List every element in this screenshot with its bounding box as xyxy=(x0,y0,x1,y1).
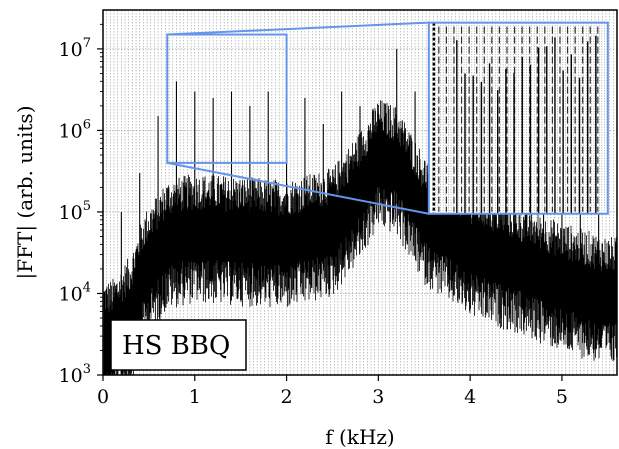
plot-frame xyxy=(102,9,618,376)
inset-content xyxy=(432,22,608,214)
y-tick-label: 106 xyxy=(59,117,91,142)
inset-frame xyxy=(427,21,609,215)
y-tick-label: 105 xyxy=(59,199,91,224)
x-tick-label: 4 xyxy=(464,386,476,408)
x-tick-label: 0 xyxy=(97,386,109,408)
annotation-badge: HS BBQ xyxy=(110,319,247,371)
inset-source-rect xyxy=(166,33,288,164)
inset-connector-bottom xyxy=(167,161,430,215)
annotation-text: HS BBQ xyxy=(122,331,230,361)
x-tick-label: 5 xyxy=(556,386,568,408)
inset-connector-top xyxy=(167,21,429,36)
x-axis-label: f (kHz) xyxy=(325,425,394,449)
y-tick-label: 104 xyxy=(59,280,91,305)
y-axis-label: |FFT| (arb. units) xyxy=(13,106,38,280)
y-tick-label: 107 xyxy=(59,36,91,61)
zoom-inset xyxy=(166,21,609,215)
y-tick-label: 103 xyxy=(59,362,91,387)
annotation-box xyxy=(110,319,247,371)
x-tick-label: 1 xyxy=(189,386,201,408)
x-tick-label: 3 xyxy=(372,386,384,408)
series-noise xyxy=(103,100,617,375)
x-tick-label: 2 xyxy=(281,386,293,408)
axes xyxy=(102,9,618,376)
series-fft xyxy=(103,48,617,375)
axis-labels: f (kHz) |FFT| (arb. units) xyxy=(13,106,395,449)
ticks: 0 1 2 3 4 5 103 104 105 106 107 xyxy=(59,23,568,408)
